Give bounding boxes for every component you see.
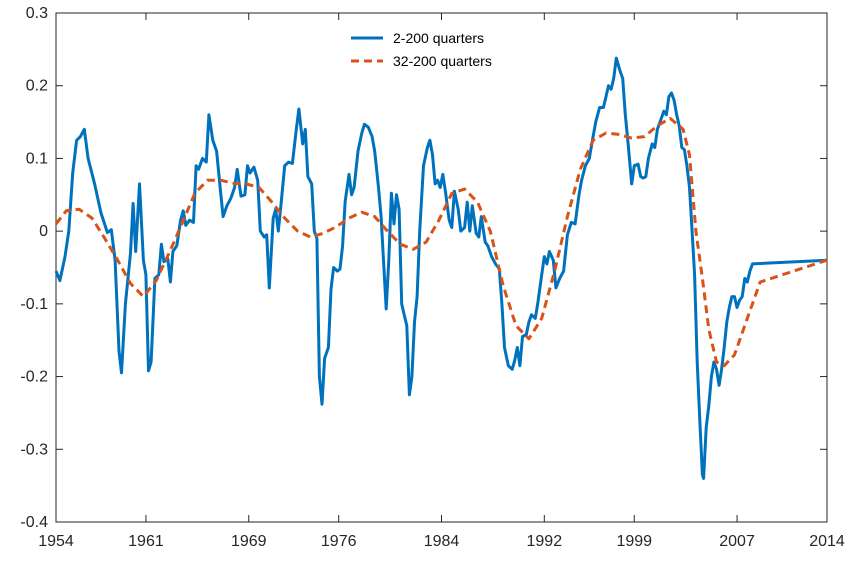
plot-area <box>55 12 828 523</box>
y-tick-label: -0.3 <box>20 441 48 458</box>
x-tick-label: 1954 <box>38 533 74 550</box>
x-tick-label: 1992 <box>527 533 563 550</box>
y-axis: 0.3 0.2 0.1 0 -0.1 -0.2 -0.3 -0.4 <box>20 5 827 531</box>
y-tick-label: 0 <box>39 223 48 240</box>
series-lines <box>54 56 828 480</box>
y-tick-label: 0.1 <box>26 150 48 167</box>
y-tick-label: -0.1 <box>20 296 48 313</box>
x-tick-label: 1984 <box>424 533 460 550</box>
x-tick-label: 1976 <box>321 533 357 550</box>
legend-label-series-1: 2-200 quarters <box>393 30 484 46</box>
x-tick-label: 1961 <box>128 533 164 550</box>
series-line-1 <box>54 56 828 480</box>
y-tick-label: 0.2 <box>26 78 48 95</box>
x-tick-label: 1969 <box>231 533 267 550</box>
x-tick-label: 1999 <box>616 533 652 550</box>
y-tick-label: -0.2 <box>20 369 48 386</box>
y-tick-label: -0.4 <box>20 514 48 531</box>
x-tick-label: 2014 <box>809 533 845 550</box>
legend-label-series-2: 32-200 quarters <box>393 53 492 69</box>
y-tick-label: 0.3 <box>26 5 48 22</box>
x-tick-label: 2007 <box>719 533 755 550</box>
x-axis: 1954 1961 1969 1976 1984 1992 1999 2007 2014 <box>38 13 845 550</box>
legend: 2-200 quarters 32-200 quarters <box>351 30 492 69</box>
series-line-2 <box>54 116 828 368</box>
